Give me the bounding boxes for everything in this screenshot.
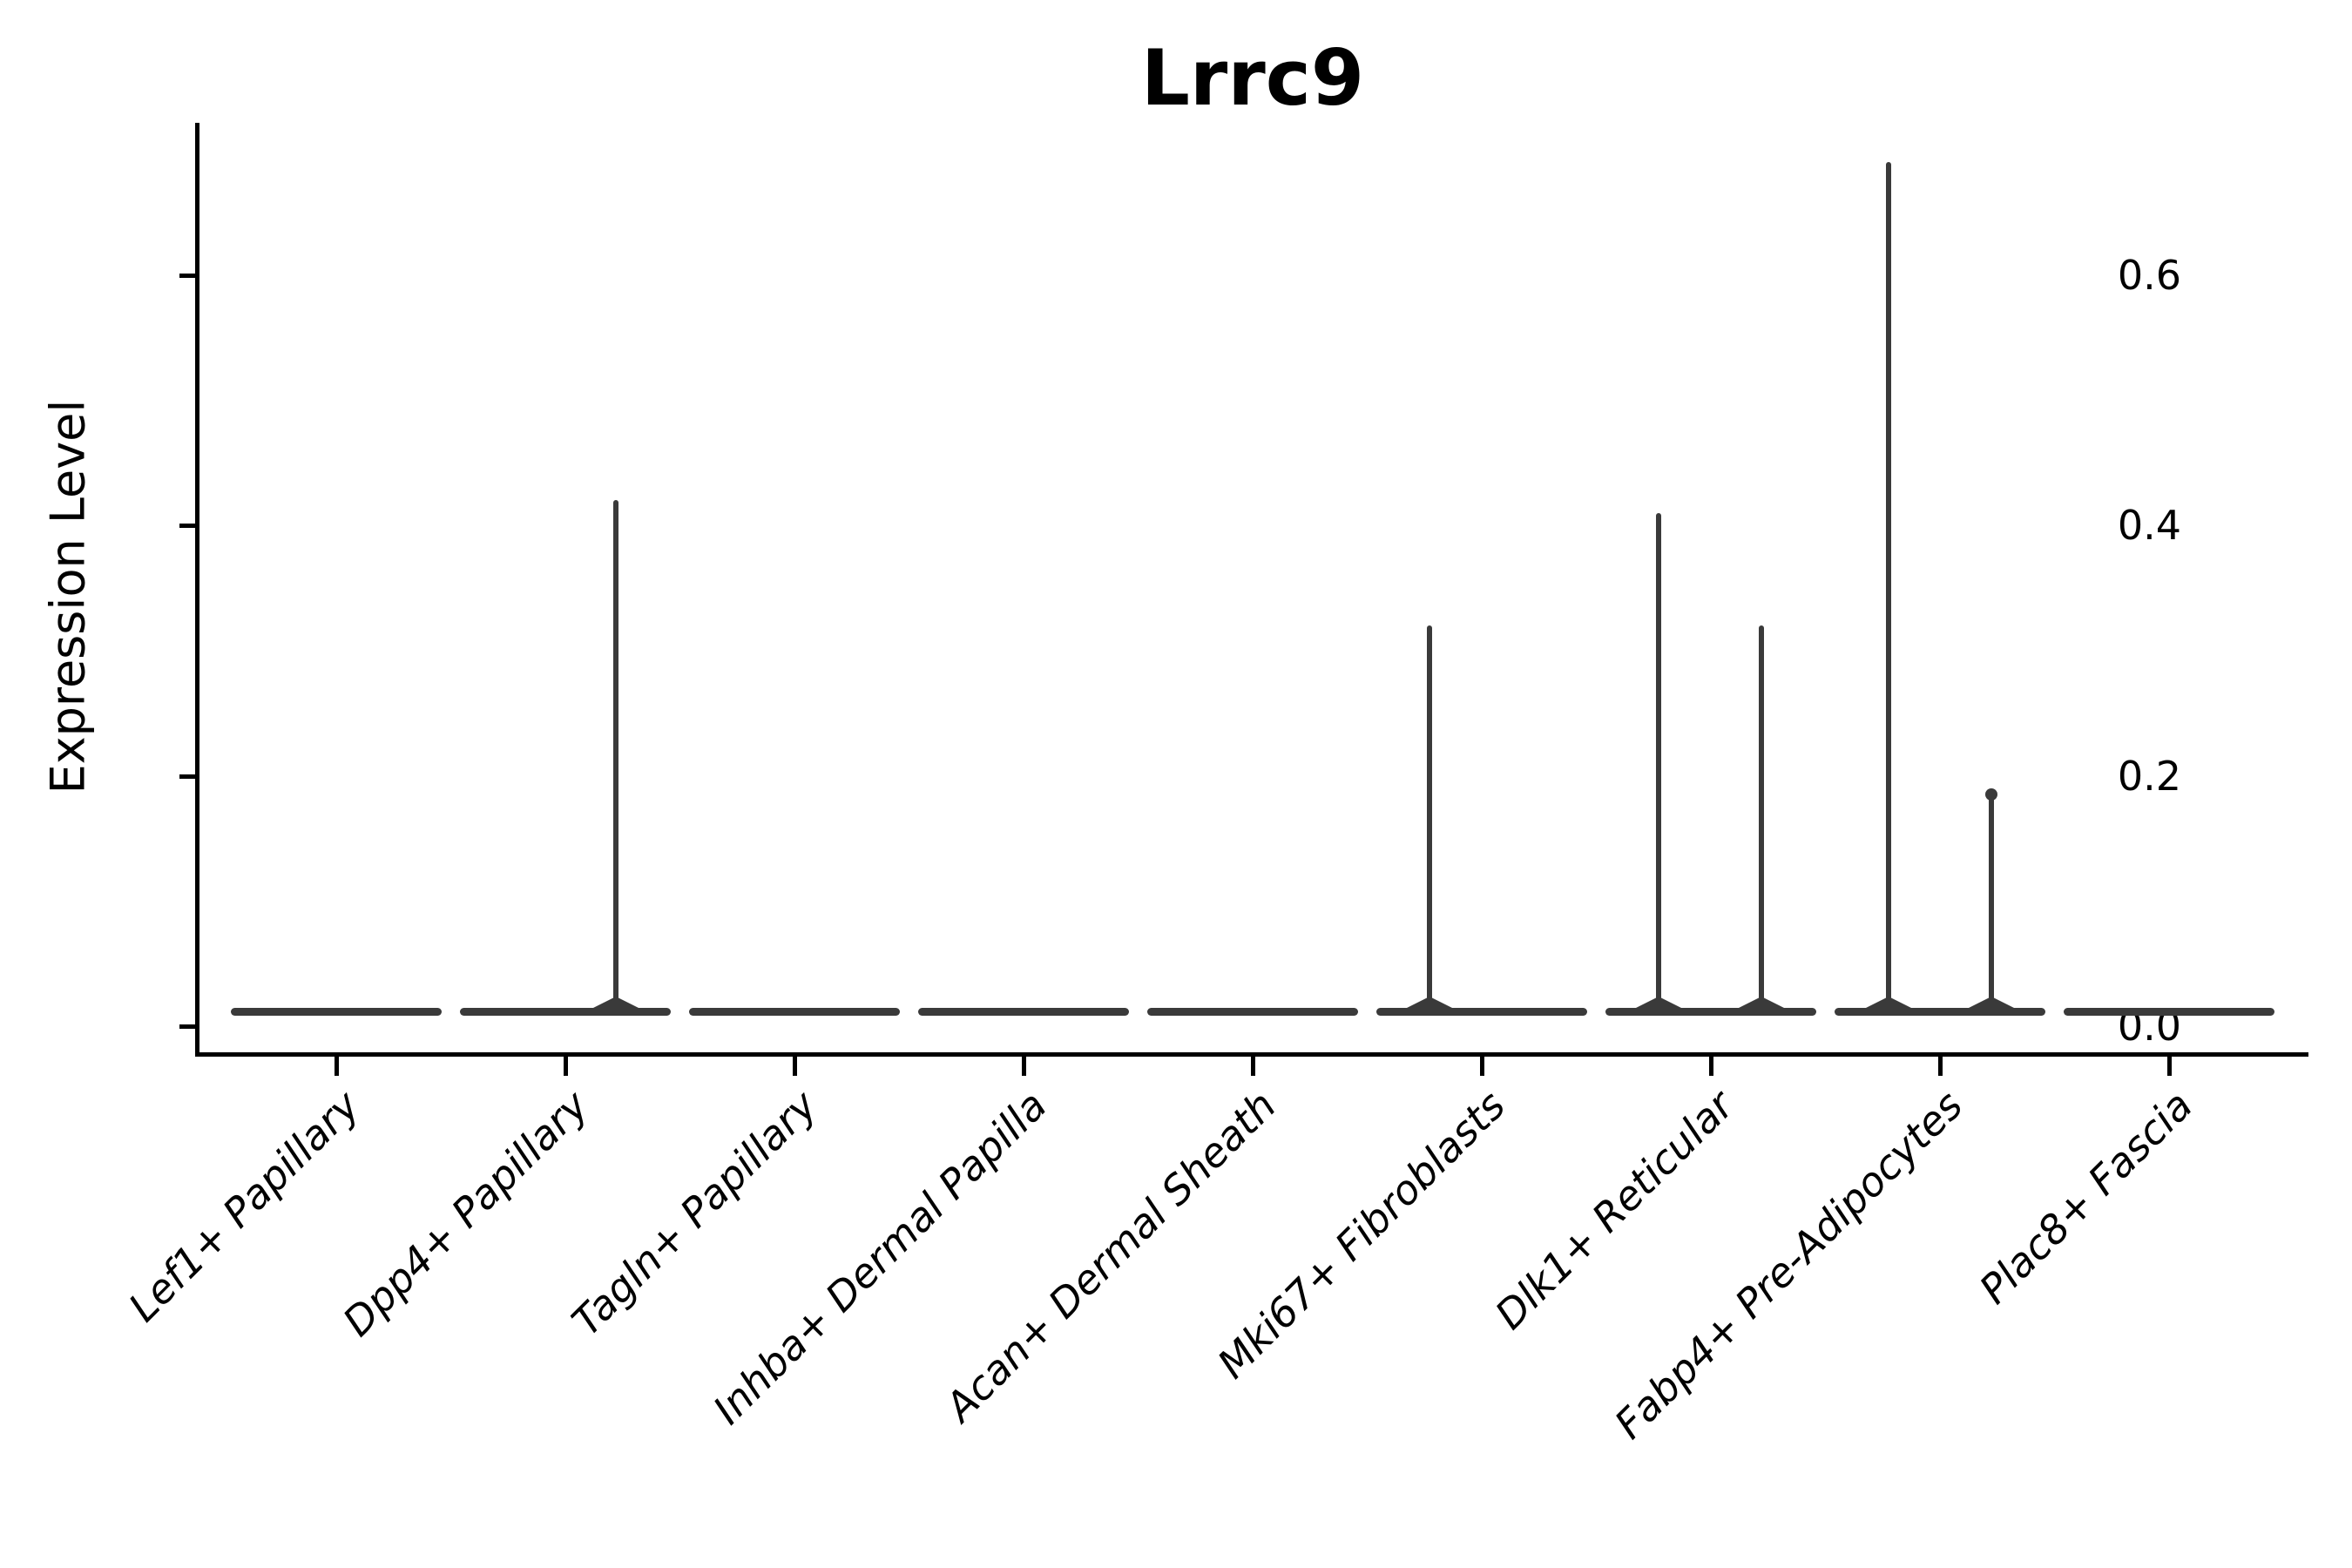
x-tick bbox=[2167, 1057, 2172, 1076]
violin-flare bbox=[1636, 997, 1681, 1008]
violin-body bbox=[689, 1008, 900, 1016]
violin-body bbox=[460, 1008, 671, 1016]
violin-body bbox=[1605, 1008, 1816, 1016]
violin-flare bbox=[1969, 997, 2014, 1008]
violin-spike bbox=[1886, 162, 1891, 1011]
violin-spike bbox=[1759, 625, 1764, 1011]
x-tick-label: Dlk1+ Reticular bbox=[1486, 1081, 1743, 1339]
x-axis-spine bbox=[195, 1052, 2308, 1057]
outlier-dot bbox=[1985, 788, 1997, 801]
x-tick-label: Dpp4+ Papillary bbox=[334, 1081, 598, 1346]
x-tick bbox=[1251, 1057, 1255, 1076]
violin-spike bbox=[1427, 625, 1432, 1011]
x-tick bbox=[1709, 1057, 1713, 1076]
y-tick bbox=[179, 774, 195, 779]
violin-body bbox=[918, 1008, 1129, 1016]
y-tick-label: 0.2 bbox=[2117, 752, 2181, 800]
violin-body bbox=[1147, 1008, 1358, 1016]
violin-flare bbox=[1407, 997, 1452, 1008]
y-axis-title: Expression Level bbox=[40, 399, 96, 794]
x-tick bbox=[1938, 1057, 1943, 1076]
violin-spike bbox=[1989, 794, 1994, 1011]
violin-spike bbox=[613, 500, 618, 1011]
violin-body bbox=[1835, 1008, 2045, 1016]
x-tick bbox=[793, 1057, 797, 1076]
y-tick bbox=[179, 524, 195, 529]
violin-body bbox=[1376, 1008, 1587, 1016]
x-tick bbox=[1480, 1057, 1484, 1076]
violin-body bbox=[2064, 1008, 2274, 1016]
y-tick-label: 0.4 bbox=[2117, 502, 2181, 550]
x-tick bbox=[564, 1057, 568, 1076]
chart-title: Lrrc9 bbox=[1140, 33, 1365, 123]
violin-spike bbox=[1656, 513, 1661, 1011]
y-tick bbox=[179, 273, 195, 278]
x-tick-label: Tagln+ Papillary bbox=[563, 1081, 827, 1345]
violin-flare bbox=[1739, 997, 1784, 1008]
x-tick bbox=[1022, 1057, 1026, 1076]
y-axis-spine bbox=[195, 123, 199, 1057]
y-tick-label: 0.6 bbox=[2117, 251, 2181, 299]
y-tick bbox=[179, 1024, 195, 1029]
violin-flare bbox=[593, 997, 639, 1008]
x-tick bbox=[335, 1057, 339, 1076]
violin-body bbox=[231, 1008, 442, 1016]
x-tick-label: Lef1+ Papillary bbox=[118, 1081, 368, 1331]
violin-flare bbox=[1866, 997, 1911, 1008]
x-tick-label: Plac8+ Fascia bbox=[1970, 1081, 2201, 1313]
